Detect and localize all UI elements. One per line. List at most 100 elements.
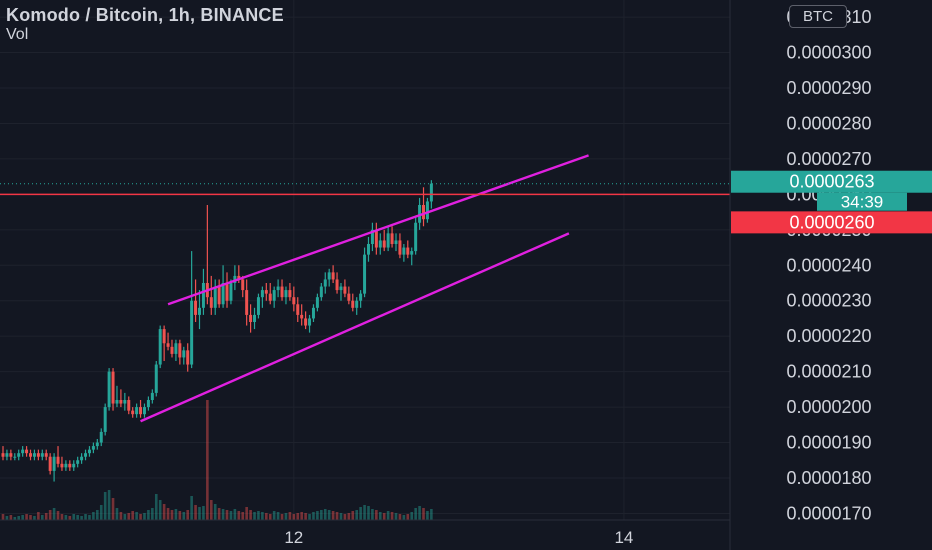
- volume-bar: [284, 513, 288, 520]
- horizontal-line-label: 0.0000260: [789, 212, 874, 232]
- volume-bar: [292, 514, 296, 520]
- volume-bar: [139, 514, 142, 520]
- candle-body: [36, 453, 40, 457]
- volume-bar: [245, 507, 248, 520]
- volume-bar: [25, 514, 28, 520]
- candle-body: [40, 453, 44, 457]
- volume-bar: [268, 514, 272, 520]
- symbol-title: Komodo / Bitcoin, 1h, BINANCE: [6, 5, 284, 25]
- price-tick-label: 0.0000270: [786, 149, 871, 169]
- candle-body: [80, 456, 84, 461]
- candle-body: [245, 290, 249, 315]
- volume-bar: [143, 513, 146, 520]
- candle-body: [48, 456, 52, 471]
- volume-bar: [1, 514, 5, 520]
- candle-body: [315, 297, 319, 308]
- volume-bar: [198, 507, 201, 520]
- volume-bar: [5, 516, 9, 520]
- volume-bar: [355, 510, 358, 520]
- candle-body: [52, 456, 56, 471]
- candle-body: [198, 307, 201, 315]
- candle-body: [111, 371, 115, 404]
- candle-body: [182, 350, 186, 358]
- currency-button[interactable]: BTC: [789, 5, 847, 28]
- volume-bar: [44, 513, 48, 520]
- volume-bar: [9, 515, 13, 520]
- volume-bar: [166, 508, 170, 520]
- volume-bar: [280, 514, 284, 520]
- candle-body: [394, 240, 398, 244]
- volume-bar: [48, 510, 52, 520]
- volume-bar: [261, 512, 264, 520]
- candle-body: [335, 279, 339, 291]
- volume-bar: [316, 511, 319, 520]
- volume-bar: [127, 513, 131, 520]
- candle-body: [288, 290, 292, 298]
- candle-body: [76, 460, 80, 464]
- trend-channel: [140, 154, 589, 423]
- candle-body: [425, 201, 429, 220]
- candle-body: [311, 307, 315, 319]
- volume-bar: [296, 513, 300, 520]
- volume-bar: [398, 514, 402, 520]
- volume-bar: [323, 509, 327, 520]
- horizontal-line-label-bg: [731, 211, 932, 234]
- volume-bar: [343, 514, 347, 520]
- volume-bar: [154, 494, 158, 520]
- volume-bar: [367, 506, 370, 520]
- volume-bar: [115, 508, 119, 520]
- volume-bar: [60, 514, 64, 520]
- volume-bar: [21, 515, 24, 520]
- channel-line-lower: [140, 232, 570, 423]
- volume-bar: [123, 514, 127, 520]
- candle-body: [304, 318, 308, 326]
- volume-bar: [96, 510, 99, 520]
- price-tick-label: 0.0000230: [786, 291, 871, 311]
- candle-body: [256, 297, 260, 315]
- price-tick-label: 0.0000200: [786, 397, 871, 417]
- price-tick-label: 0.0000280: [786, 113, 871, 133]
- candle-body: [186, 350, 190, 365]
- volume-bar: [119, 512, 123, 520]
- volume-bar: [151, 508, 154, 520]
- candle-body: [406, 247, 410, 255]
- volume-bar: [213, 504, 217, 520]
- candle-body: [135, 407, 139, 415]
- volume-bar: [402, 515, 406, 520]
- volume-bar: [56, 511, 60, 520]
- volume-bar: [394, 513, 398, 520]
- candle-body: [272, 290, 276, 301]
- candle-body: [331, 272, 335, 280]
- price-tick-label: 0.0000170: [786, 503, 871, 523]
- candle-body: [327, 272, 331, 280]
- price-tick-label: 0.0000290: [786, 78, 871, 98]
- candle-body: [150, 392, 154, 400]
- volume-bar: [17, 516, 21, 520]
- volume-bar: [265, 513, 268, 520]
- candle-body: [323, 279, 327, 287]
- price-tick-label: 0.0000210: [786, 362, 871, 382]
- volume-bar: [37, 512, 40, 520]
- candle-body: [68, 463, 72, 468]
- volume-bar: [76, 515, 79, 520]
- candle-body: [237, 275, 241, 280]
- volume-bar: [111, 498, 115, 520]
- candle-body: [382, 240, 386, 248]
- volume-bar: [174, 509, 178, 520]
- volume-bar: [253, 512, 256, 520]
- candle-body: [107, 371, 111, 408]
- volume-bar: [339, 513, 343, 520]
- volume-bar: [390, 512, 394, 520]
- volume-bar: [371, 509, 374, 520]
- volume-bar: [359, 507, 362, 520]
- candle-body: [363, 254, 367, 294]
- candle-body: [87, 449, 91, 454]
- volume-bar: [162, 504, 166, 520]
- candle-body: [359, 293, 363, 301]
- volume-bar: [276, 512, 280, 520]
- volume-bar: [206, 400, 209, 520]
- candle-body: [166, 343, 170, 347]
- time-axis: 12 14: [284, 528, 633, 547]
- candle-body: [190, 300, 194, 365]
